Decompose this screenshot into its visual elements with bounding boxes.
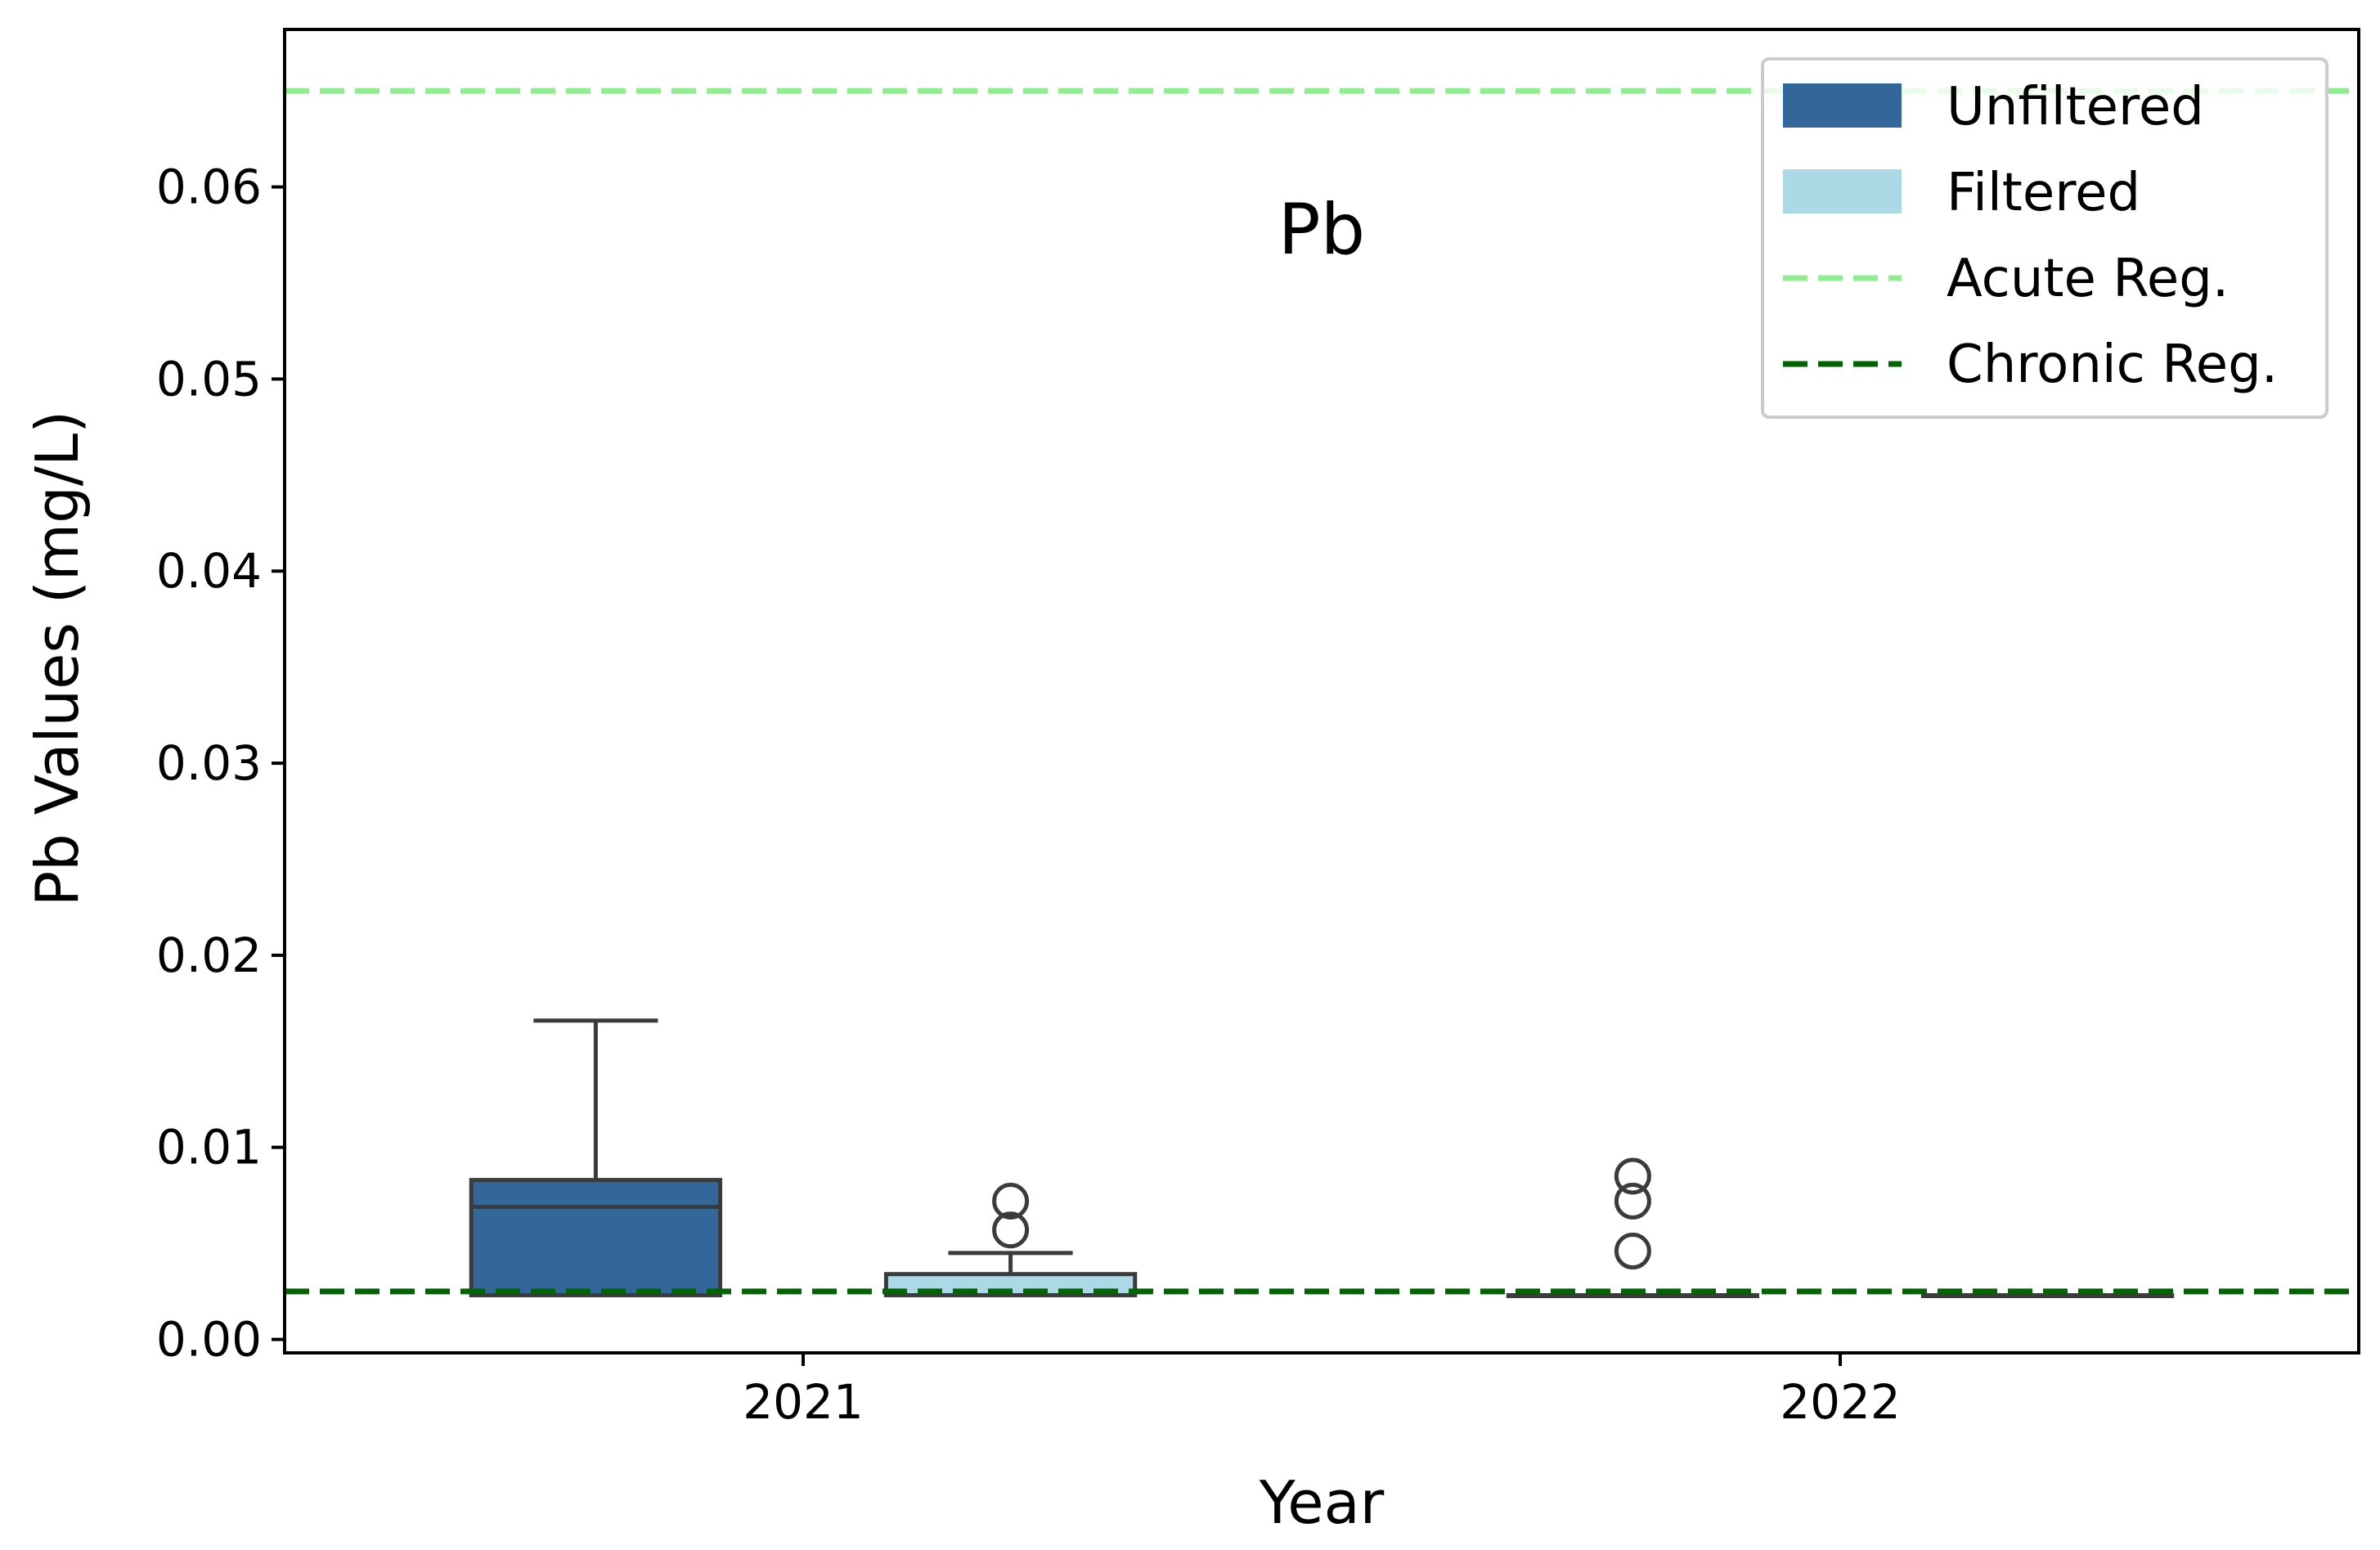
- outlier-point: [1614, 1233, 1651, 1270]
- box-iqr: [469, 1178, 723, 1298]
- chart-title: Pb: [1278, 189, 1365, 271]
- legend-label: Chronic Reg.: [1947, 335, 2278, 395]
- x-tick-label: 2021: [743, 1374, 864, 1430]
- x-axis-label: Year: [1259, 1468, 1385, 1537]
- legend-swatch: [1783, 169, 1902, 213]
- axes-layer: 0.00 0.01 0.02 0.03 0.04 0.05 0.06 2021 2022: [156, 28, 2360, 1430]
- plot-frame: [283, 28, 2360, 1355]
- y-tick-label: 0.03: [156, 735, 262, 791]
- legend-label: Acute Reg.: [1947, 249, 2229, 309]
- y-tick-label: 0.00: [156, 1312, 262, 1368]
- outlier-point: [992, 1182, 1030, 1220]
- legend: Unfiltered Filtered Acute Reg. Chronic Reg.: [1761, 57, 2328, 419]
- legend-frame: [1761, 57, 2328, 419]
- legend-item-unfiltered: Unfiltered: [1783, 77, 2204, 137]
- boxes-layer: [469, 1018, 2175, 1299]
- legend-label: Filtered: [1947, 163, 2140, 223]
- outlier-point: [1614, 1182, 1651, 1220]
- box-2021-unfiltered: [469, 1018, 723, 1298]
- legend-item-chronic-reg: Chronic Reg.: [1783, 335, 2278, 395]
- legend-item-acute-reg: Acute Reg.: [1783, 249, 2229, 309]
- legend-swatch: [1783, 83, 1902, 128]
- box-2022-unfiltered: [1506, 1157, 1760, 1299]
- legend-item-filtered: Filtered: [1783, 163, 2140, 223]
- y-tick-label: 0.06: [156, 159, 262, 215]
- legend-label: Unfiltered: [1947, 77, 2204, 137]
- outlier-point: [1614, 1157, 1651, 1195]
- y-tick-label: 0.01: [156, 1120, 262, 1175]
- outlier-point: [992, 1211, 1030, 1249]
- y-tick-label: 0.02: [156, 928, 262, 983]
- y-tick-label: 0.04: [156, 543, 262, 599]
- y-axis-label: Pb Values (mg/L): [23, 411, 92, 907]
- x-tick-label: 2022: [1780, 1374, 1901, 1430]
- y-tick-label: 0.05: [156, 351, 262, 407]
